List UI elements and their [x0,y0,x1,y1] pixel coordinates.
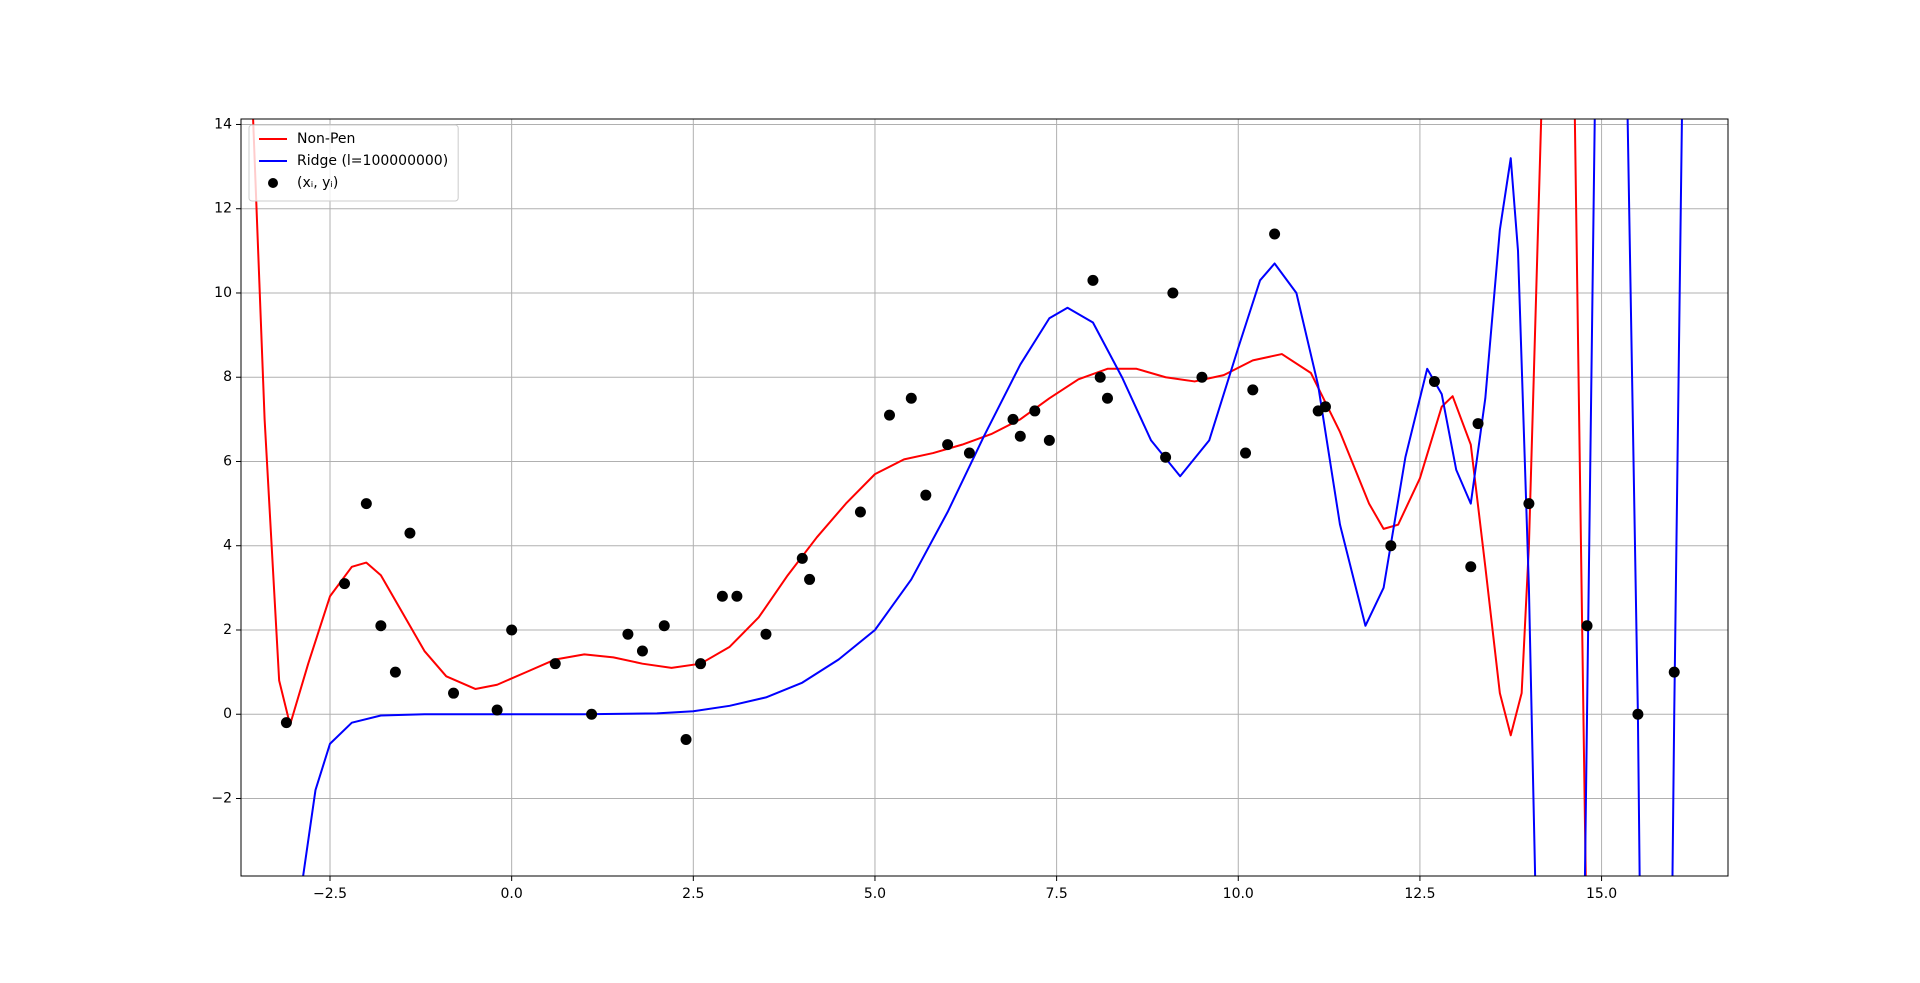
data-point [1247,384,1259,396]
legend-box [248,124,459,202]
data-point [1632,708,1644,720]
data-point [760,628,772,640]
y-tick-label: 8 [223,369,232,385]
data-point [920,489,932,501]
y-tick-label: −2 [211,790,232,806]
data-point [622,628,634,640]
data-point [854,506,866,518]
y-tick-label: 0 [223,706,232,722]
data-point [1007,413,1019,425]
data-point [1523,498,1535,510]
data-point [1465,561,1477,573]
x-tick-label: 7.5 [1045,886,1067,902]
data-point [1167,287,1179,299]
data-point [491,704,503,716]
y-tick-label: 2 [223,622,232,638]
line-series [252,119,1587,876]
data-point [360,498,372,510]
plot-area [252,119,1683,876]
data-point [1581,620,1593,632]
data-point [942,439,954,451]
data-point [1240,447,1252,459]
legend-label: Non-Pen [297,131,355,147]
legend: Non-Pen Ridge (l=100000000) (xᵢ, yᵢ) [248,124,459,202]
legend-marker [268,178,278,188]
data-point [716,590,728,602]
data-point [375,620,387,632]
x-tick-label: −2.5 [313,886,347,902]
x-tick-label: 2.5 [682,886,704,902]
x-tick-label: 15.0 [1586,886,1617,902]
data-point [339,578,351,590]
y-tick-label: 10 [214,285,232,301]
y-tick-label: 12 [214,201,232,217]
data-point [586,708,598,720]
data-point [1668,666,1680,678]
data-point [1269,228,1281,240]
ticks: −2.5 0.0 2.5 5.0 7.5 10.0 12.5 15.0 −2 0 2 4 6 8 10 12 1… [211,116,1617,902]
x-tick-label: 0.0 [501,886,523,902]
y-tick-label: 4 [223,538,232,554]
x-tick-label: 12.5 [1404,886,1435,902]
data-point [1014,430,1026,442]
data-point [448,687,460,699]
data-point [1029,405,1041,417]
data-point [731,590,743,602]
data-point [804,573,816,585]
legend-label: (xᵢ, yᵢ) [297,175,338,191]
data-point [1319,401,1331,413]
legend-label: Ridge (l=100000000) [297,153,448,169]
data-point [1087,274,1099,286]
data-point [1385,540,1397,552]
data-point [796,552,808,564]
data-point [1160,451,1172,463]
data-point [389,666,401,678]
data-point [1101,392,1113,404]
data-point [883,409,895,421]
x-tick-label: 10.0 [1223,886,1254,902]
y-tick-label: 14 [214,116,232,132]
data-point [1428,375,1440,387]
data-point [658,620,670,632]
data-point [1472,418,1484,430]
data-point [1094,371,1106,383]
data-point [506,624,518,636]
x-tick-label: 5.0 [864,886,886,902]
y-tick-label: 6 [223,453,232,469]
axes-frame [240,118,1729,877]
data-point [280,717,292,729]
data-point [963,447,975,459]
data-point [695,658,707,670]
data-point [905,392,917,404]
grid [241,119,1728,876]
data-point [1043,434,1055,446]
data-point [680,734,692,746]
data-point [549,658,561,670]
data-point [636,645,648,657]
data-point [404,527,416,539]
data-point [1196,371,1208,383]
line-series [302,119,1683,876]
